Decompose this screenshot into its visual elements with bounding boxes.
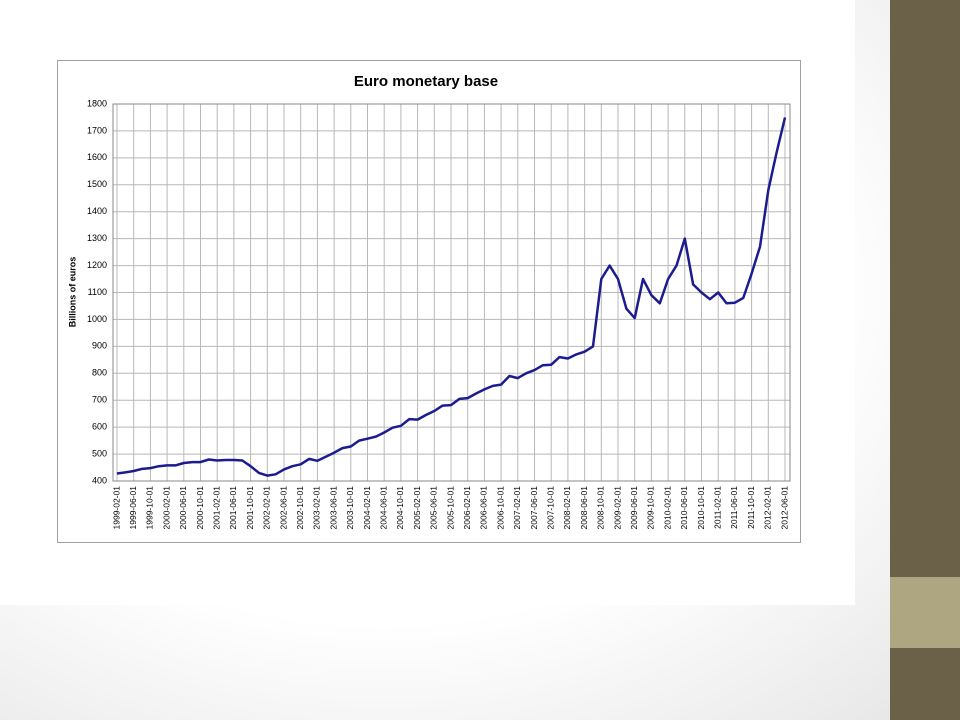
side-accent	[890, 577, 960, 648]
data-line	[116, 117, 787, 477]
x-tick-label: 2003-02-01	[312, 486, 322, 530]
x-tick-label: 2002-06-01	[278, 486, 288, 530]
x-tick-label: 2011-10-01	[746, 486, 756, 529]
x-tick-label: 1999-02-01	[111, 486, 121, 530]
y-tick-label: 1800	[87, 98, 107, 108]
x-tick-label: 2007-06-01	[529, 486, 539, 530]
x-tick-label: 2003-10-01	[345, 486, 355, 530]
x-tick-label: 2005-10-01	[445, 486, 455, 530]
x-tick-label: 2008-10-01	[596, 486, 606, 530]
x-tick-label: 2004-10-01	[395, 486, 405, 530]
x-tick-label: 2011-06-01	[729, 486, 739, 529]
y-tick-label: 800	[92, 368, 107, 378]
y-tick-label: 1100	[88, 287, 107, 297]
chart-frame	[57, 60, 801, 543]
x-tick-label: 2007-10-01	[545, 486, 555, 530]
x-tick-label: 2005-02-01	[412, 486, 422, 530]
x-tick-label: 2002-10-01	[295, 486, 305, 530]
y-tick-label: 600	[92, 422, 107, 432]
y-tick-label: 400	[92, 475, 107, 485]
y-tick-label: 1300	[87, 233, 107, 243]
plot-border	[112, 103, 791, 482]
x-tick-label: 2000-10-01	[195, 486, 205, 530]
x-tick-label: 2003-06-01	[328, 486, 338, 530]
x-tick-label: 2008-02-01	[562, 486, 572, 530]
x-tick-label: 2009-10-01	[646, 486, 656, 530]
x-tick-label: 2010-06-01	[679, 486, 689, 530]
x-tick-label: 2010-10-01	[696, 486, 706, 530]
x-tick-label: 2006-10-01	[495, 486, 505, 530]
y-tick-label: 500	[92, 448, 107, 458]
x-tick-label: 2006-02-01	[462, 486, 472, 530]
x-tick-label: 2009-06-01	[629, 486, 639, 530]
y-tick-label: 1000	[87, 314, 107, 324]
x-tick-label: 2000-02-01	[161, 486, 171, 530]
y-tick-label: 1500	[87, 179, 107, 189]
x-tick-label: 2009-02-01	[612, 486, 622, 530]
y-tick-label: 1200	[87, 260, 107, 270]
x-tick-label: 2010-02-01	[662, 486, 672, 530]
x-tick-label: 2001-02-01	[211, 486, 221, 530]
chart-title: Euro monetary base	[354, 73, 498, 90]
x-tick-label: 2004-06-01	[378, 486, 388, 530]
x-tick-label: 2001-06-01	[228, 486, 238, 530]
y-axis-label: Billions of euros	[67, 257, 77, 328]
x-tick-label: 2001-10-01	[245, 486, 255, 530]
x-tick-label: 2007-02-01	[512, 486, 522, 530]
x-tick-label: 1999-10-01	[145, 486, 155, 530]
y-tick-label: 1600	[87, 152, 107, 162]
y-tick-label: 1400	[87, 206, 107, 216]
x-tick-label: 2005-06-01	[429, 486, 439, 530]
x-tick-label: 1999-06-01	[128, 486, 138, 530]
y-tick-label: 900	[92, 341, 107, 351]
x-tick-label: 2012-02-01	[763, 486, 773, 530]
y-tick-label: 700	[92, 395, 107, 405]
x-tick-label: 2002-02-01	[262, 486, 272, 530]
x-tick-label: 2004-02-01	[362, 486, 372, 530]
y-tick-label: 1700	[87, 125, 107, 135]
x-tick-label: 2008-06-01	[579, 486, 589, 530]
x-tick-label: 2000-06-01	[178, 486, 188, 530]
x-tick-label: 2011-02-01	[712, 486, 722, 529]
x-tick-label: 2006-06-01	[479, 486, 489, 530]
x-tick-label: 2012-06-01	[779, 486, 789, 530]
plot-area: 400 500 600 700 800 900 1000 1100 1200 1300 1400 15…	[87, 98, 791, 530]
